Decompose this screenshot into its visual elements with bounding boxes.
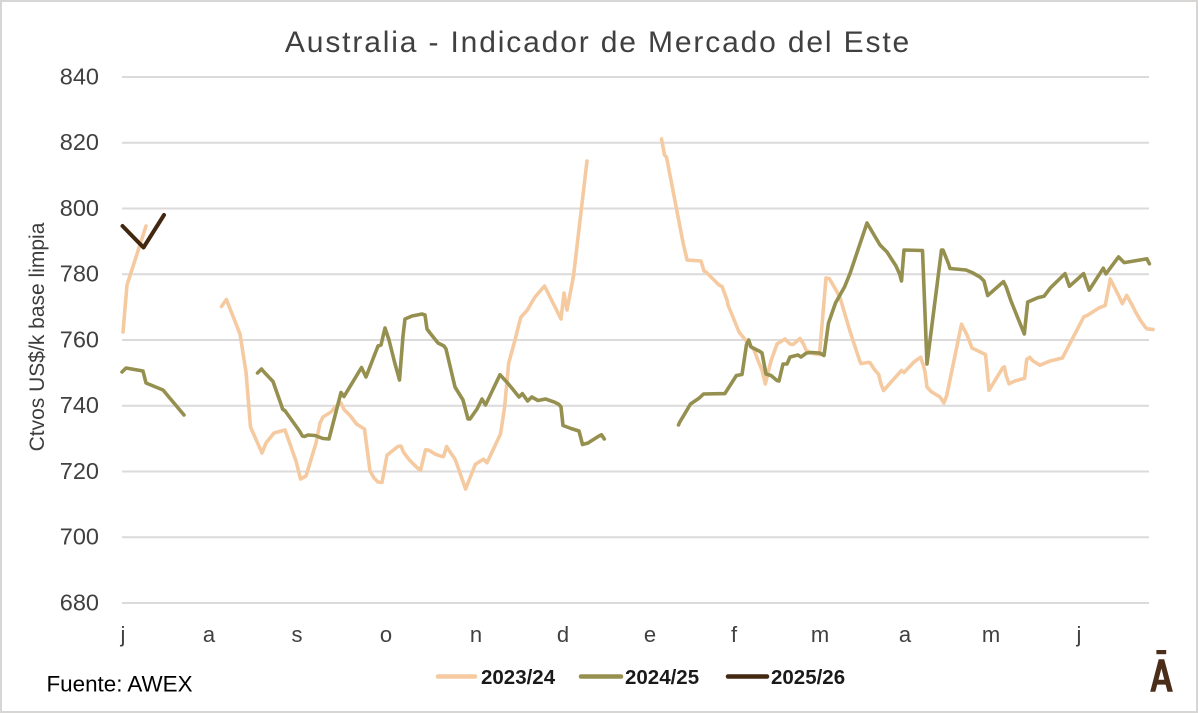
svg-text:2025/26: 2025/26 xyxy=(771,666,845,689)
svg-text:740: 740 xyxy=(60,392,99,418)
svg-text:f: f xyxy=(731,622,738,647)
svg-text:a: a xyxy=(203,622,216,647)
svg-text:680: 680 xyxy=(60,590,99,616)
svg-text:780: 780 xyxy=(60,261,99,287)
svg-text:d: d xyxy=(557,622,569,647)
svg-text:Australia - Indicador de Merca: Australia - Indicador de Mercado del Est… xyxy=(285,26,911,59)
svg-text:2024/25: 2024/25 xyxy=(625,666,699,689)
svg-text:700: 700 xyxy=(60,524,99,550)
svg-text:j: j xyxy=(1076,622,1082,647)
svg-text:n: n xyxy=(470,622,482,647)
svg-text:e: e xyxy=(644,622,656,647)
svg-text:o: o xyxy=(380,622,392,647)
svg-text:800: 800 xyxy=(60,195,99,221)
svg-text:j: j xyxy=(120,622,126,647)
svg-text:760: 760 xyxy=(60,327,99,353)
svg-text:m: m xyxy=(982,622,1000,647)
svg-text:720: 720 xyxy=(60,458,99,484)
svg-text:Ctvos US$/k base limpia: Ctvos US$/k base limpia xyxy=(26,222,49,451)
svg-text:Fuente: AWEX: Fuente: AWEX xyxy=(47,672,193,697)
svg-text:a: a xyxy=(899,622,912,647)
svg-text:820: 820 xyxy=(60,129,99,155)
svg-text:s: s xyxy=(292,622,303,647)
svg-text:840: 840 xyxy=(60,64,99,90)
svg-text:2023/24: 2023/24 xyxy=(481,666,556,689)
svg-text:m: m xyxy=(811,622,829,647)
